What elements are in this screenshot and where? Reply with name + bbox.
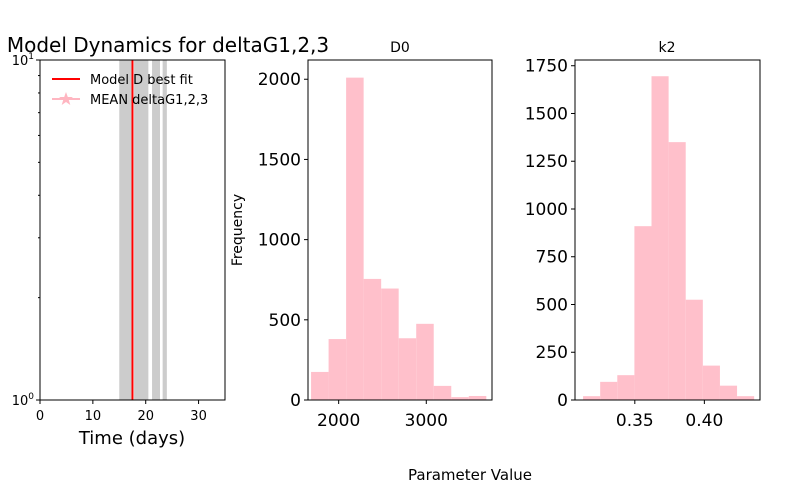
p1-band-3 — [162, 60, 167, 400]
p3-bar-7 — [702, 365, 720, 400]
p3-bar-5 — [668, 142, 686, 400]
p2-y-tick-label: 2000 — [258, 70, 301, 90]
p2-bar-8 — [451, 397, 469, 400]
p1-y-ticks: 100 101 — [12, 52, 40, 409]
p1-x-tick-label: 30 — [190, 409, 207, 424]
p2-y-axis-label: Frequency — [230, 194, 246, 266]
p2-title: D0 — [390, 40, 410, 56]
p1-x-tick-label: 0 — [36, 409, 44, 424]
p3-bar-9 — [737, 396, 755, 400]
p2-bar-2 — [346, 77, 364, 400]
p1-band-1 — [134, 60, 149, 400]
p2-bar-1 — [328, 339, 347, 400]
p3-y-tick-label: 500 — [536, 295, 568, 315]
panel-d0-histogram: 2000 3000 0 500 1000 1500 2000 D0 Frequency — [230, 40, 493, 431]
p3-y-tick-label: 1250 — [525, 152, 568, 172]
p2-bars — [311, 77, 487, 400]
p3-title: k2 — [658, 40, 675, 56]
p2-y-tick-label: 1500 — [258, 150, 301, 170]
p3-y-tick-label: 1500 — [525, 104, 568, 124]
legend-label-mean: MEAN deltaG1,2,3 — [90, 93, 208, 108]
p1-marks — [119, 60, 167, 400]
p2-y-tick-label: 1000 — [258, 231, 301, 251]
p3-y-tick-label: 0 — [557, 391, 568, 411]
p2-bar-4 — [381, 288, 399, 400]
p2-y-ticks: 0 500 1000 1500 2000 — [258, 70, 308, 411]
p1-axes-frame — [39, 59, 226, 401]
p2-x-tick-label: 2000 — [317, 411, 360, 431]
p3-x-ticks: 0.35 0.40 — [616, 400, 723, 431]
panel-k2-histogram: 0.35 0.40 0 250 500 750 1000 1250 1500 1750 k2 — [525, 40, 761, 431]
p3-x-tick-label: 0.40 — [685, 411, 723, 431]
p3-bar-8 — [719, 385, 738, 400]
p2-x-tick-label: 3000 — [405, 411, 448, 431]
p3-bar-0 — [583, 396, 601, 400]
p3-y-tick-label: 250 — [536, 343, 568, 363]
p1-y-tick-label: 101 — [12, 52, 34, 69]
p1-title: Model Dynamics for deltaG1,2,3 — [7, 33, 329, 57]
p3-bars — [583, 76, 755, 400]
legend-label-best-fit: Model D best fit — [90, 73, 193, 88]
p2-bar-3 — [363, 278, 382, 400]
p3-y-ticks: 0 250 500 750 1000 1250 1500 1750 — [525, 57, 575, 411]
p2-bar-7 — [433, 385, 452, 400]
p3-y-tick-label: 1000 — [525, 200, 568, 220]
p1-x-tick-label: 10 — [85, 409, 102, 424]
common-x-axis-label: Parameter Value — [408, 466, 532, 484]
p3-y-tick-label: 750 — [536, 248, 568, 268]
p1-band-0 — [119, 60, 132, 400]
p2-bar-5 — [398, 338, 417, 400]
p2-bar-9 — [468, 395, 487, 400]
p1-legend: Model D best fit MEAN deltaG1,2,3 — [52, 73, 208, 108]
panel-model-dynamics: 0 10 20 30 100 101 Time (days) Model Dynamic… — [7, 33, 329, 449]
p3-bar-3 — [634, 226, 652, 400]
p3-y-tick-label: 1750 — [525, 57, 568, 77]
p3-bar-1 — [600, 381, 618, 400]
p3-x-tick-label: 0.35 — [616, 411, 654, 431]
p3-bar-2 — [617, 375, 635, 400]
star-icon — [59, 92, 73, 105]
p1-band-2 — [152, 60, 160, 400]
p1-x-tick-label: 20 — [137, 409, 154, 424]
p1-x-axis-label: Time (days) — [78, 428, 185, 449]
p3-axes-frame — [574, 59, 761, 401]
p1-x-ticks: 0 10 20 30 — [36, 400, 207, 424]
p3-bar-6 — [685, 299, 703, 400]
p2-bar-6 — [416, 323, 434, 400]
p3-bar-4 — [651, 76, 669, 400]
p1-y-tick-label: 100 — [12, 392, 35, 409]
p2-x-ticks: 2000 3000 — [317, 400, 448, 431]
p2-axes-frame — [307, 59, 493, 401]
p2-y-tick-label: 0 — [290, 391, 301, 411]
p2-y-tick-label: 500 — [269, 311, 301, 331]
p2-bar-0 — [311, 371, 329, 400]
